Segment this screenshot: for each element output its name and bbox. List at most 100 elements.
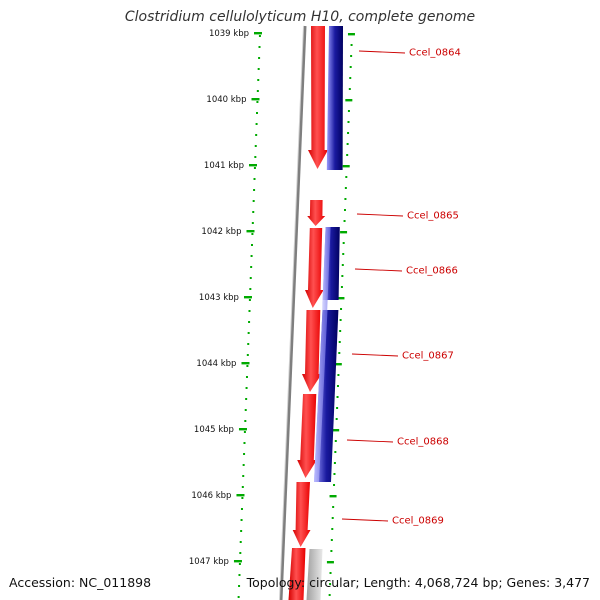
callout-line — [351, 353, 399, 357]
ruler-dot — [239, 552, 242, 554]
ruler-dot — [240, 530, 243, 532]
inner-tick-dot — [343, 209, 346, 211]
ruler-dot — [251, 222, 254, 224]
ruler-major-tick — [238, 428, 247, 431]
inner-tick-dot — [336, 407, 339, 409]
inner-tick-dot — [344, 187, 347, 189]
inner-tick-dot — [349, 77, 352, 79]
callout-line — [346, 439, 394, 443]
ruler-label: 1046 kbp — [191, 491, 231, 501]
inner-tick-dot — [328, 594, 331, 596]
ruler-dot — [244, 420, 247, 422]
gene-ccel-0866-reverse-shade — [322, 227, 331, 310]
inner-tick-dot — [337, 374, 340, 376]
ruler-label: 1040 kbp — [206, 95, 246, 105]
ruler-dot — [256, 90, 259, 92]
ruler-dot — [253, 167, 256, 169]
ruler-dot — [254, 156, 257, 158]
ruler-dot — [247, 332, 250, 334]
ruler-dot — [249, 288, 252, 290]
inner-tick-dot — [350, 44, 353, 46]
topology-text: Topology: circular; Length: 4,068,724 bp… — [246, 575, 590, 590]
inner-tick-dot — [341, 264, 344, 266]
inner-tick-dot — [342, 253, 345, 255]
callout-line — [358, 50, 406, 54]
ruler-major-tick — [243, 296, 252, 299]
ruler-dot — [238, 563, 241, 565]
inner-major-tick — [326, 561, 334, 564]
ruler-major-tick — [251, 98, 260, 101]
ruler-dot — [251, 233, 254, 235]
inner-tick-dot — [341, 275, 344, 277]
ruler-dot — [248, 310, 251, 312]
gene-partial-bottom-grey — [306, 549, 323, 600]
inner-tick-dot — [332, 506, 335, 508]
gene-label: Ccel_0868 — [397, 437, 449, 448]
ruler-label: 1042 kbp — [201, 227, 241, 237]
ruler-dot — [248, 299, 251, 301]
ruler-label: 1044 kbp — [196, 359, 236, 369]
inner-tick-dot — [329, 583, 332, 585]
ruler-dot — [253, 189, 256, 191]
ruler-dot — [246, 365, 249, 367]
inner-major-tick — [337, 297, 345, 300]
ruler-dot — [241, 497, 244, 499]
ruler-dot — [239, 541, 242, 543]
gene-ccel-0867-arrow — [302, 310, 322, 392]
inner-tick-dot — [348, 88, 351, 90]
ruler-dot — [257, 79, 260, 81]
ruler-dot — [243, 453, 246, 455]
inner-tick-dot — [340, 286, 343, 288]
inner-tick-dot — [340, 308, 343, 310]
ruler-labels: 1039 kbp 1040 kbp 1041 kbp 1042 kbp 1043 kbp… — [189, 29, 249, 567]
inner-tick-dot — [338, 341, 341, 343]
ruler-dot — [258, 57, 261, 59]
gene-ccel-0864-arrow — [308, 26, 328, 169]
ruler-dot — [242, 464, 245, 466]
inner-tick-dot — [343, 220, 346, 222]
backbone-arc — [279, 25, 307, 600]
gene-ccel-0868-arrow — [297, 394, 317, 478]
reverse-strand-genes — [306, 26, 343, 600]
callout-line — [356, 213, 404, 217]
ruler-dot — [237, 596, 240, 598]
inner-tick-dot — [333, 484, 336, 486]
ruler-major-tick — [248, 164, 257, 167]
accession-text: Accession: NC_011898 — [9, 575, 152, 590]
ruler-dot — [255, 134, 258, 136]
inner-tick-dot — [345, 176, 348, 178]
gene-ccel-0864-reverse — [326, 26, 343, 170]
inner-tick-dot — [346, 143, 349, 145]
ruler-dot — [238, 585, 241, 587]
inner-tick-dot — [347, 132, 350, 134]
inner-tick-dot — [331, 528, 334, 530]
gene-label: Ccel_0869 — [392, 516, 444, 527]
ruler-dot — [256, 101, 259, 103]
ruler-major-ticks — [233, 32, 355, 564]
ruler-dot — [248, 321, 251, 323]
inner-major-tick — [334, 363, 342, 366]
ruler-dot — [247, 343, 250, 345]
ruler-label: 1047 kbp — [189, 557, 229, 567]
gene-ccel-0869-arrow — [292, 482, 311, 547]
ruler-dot — [245, 376, 248, 378]
inner-major-tick — [332, 429, 340, 432]
inner-tick-dot — [347, 121, 350, 123]
inner-major-tick — [345, 99, 353, 102]
inner-tick-dot — [329, 572, 332, 574]
inner-tick-dot — [349, 66, 352, 68]
ruler-dot — [241, 486, 244, 488]
gene-label: Ccel_0866 — [406, 266, 458, 277]
ruler-dot — [245, 387, 248, 389]
ruler-dot — [258, 46, 261, 48]
ruler-dot — [243, 442, 246, 444]
ruler-dot — [246, 354, 249, 356]
inner-tick-dot — [342, 242, 345, 244]
gene-label: Ccel_0865 — [407, 211, 459, 222]
inner-tick-dot — [334, 440, 337, 442]
gene-ccel-0866-arrow — [305, 228, 324, 308]
ruler-dotted-line — [237, 35, 261, 598]
ruler-dot — [250, 255, 253, 257]
forward-strand-genes — [288, 26, 328, 600]
ruler-dot — [252, 200, 255, 202]
